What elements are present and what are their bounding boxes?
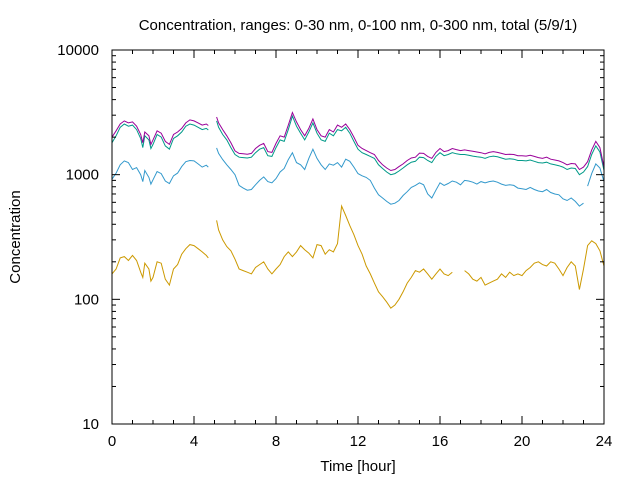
series-4-line-segment-2 xyxy=(216,111,605,172)
y-tick-label: 10 xyxy=(82,416,99,433)
series-4-line-segment-1 xyxy=(111,119,209,146)
series-1 xyxy=(111,204,605,309)
y-tick-label: 100 xyxy=(74,291,99,308)
series-3-line-segment-1 xyxy=(111,123,209,151)
y-tick-label: 1000 xyxy=(66,167,99,184)
x-tick-label: 16 xyxy=(432,433,449,450)
ticks-group: 0 4 8 12 16 20 24 10 100 1000 10000 xyxy=(57,42,612,450)
series-1-line-segment-1 xyxy=(111,244,209,287)
series-2-line-segment-3 xyxy=(587,163,605,187)
y-tick-label: 10000 xyxy=(57,42,99,59)
series-3-line-segment-2 xyxy=(216,114,605,176)
series-1-line-segment-2 xyxy=(216,204,453,309)
plot-frame xyxy=(111,49,605,425)
series-2 xyxy=(111,147,605,207)
series-3 xyxy=(111,114,605,176)
series-2-line-segment-2 xyxy=(216,147,584,207)
series-group xyxy=(111,111,605,309)
x-axis-label: Time [hour] xyxy=(320,458,395,475)
x-tick-label: 4 xyxy=(190,433,198,450)
series-1-line-segment-3 xyxy=(464,240,605,290)
series-4 xyxy=(111,111,605,172)
series-2-line-segment-1 xyxy=(111,159,209,186)
x-tick-label: 12 xyxy=(350,433,367,450)
y-axis-label: Concentration xyxy=(7,190,24,283)
x-tick-label: 24 xyxy=(596,433,613,450)
x-tick-label: 20 xyxy=(514,433,531,450)
chart-title: Concentration, ranges: 0-30 nm, 0-100 nm… xyxy=(139,17,578,34)
x-tick-label: 8 xyxy=(272,433,280,450)
x-tick-label: 0 xyxy=(108,433,116,450)
